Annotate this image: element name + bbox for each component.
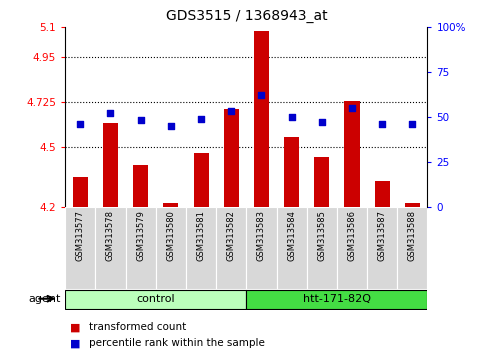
Text: agent: agent xyxy=(28,294,60,304)
Text: GSM313588: GSM313588 xyxy=(408,210,417,261)
Text: GSM313582: GSM313582 xyxy=(227,210,236,261)
Text: GSM313581: GSM313581 xyxy=(197,210,206,261)
Point xyxy=(409,121,416,127)
Bar xyxy=(314,157,329,207)
Text: GSM313583: GSM313583 xyxy=(257,210,266,261)
Bar xyxy=(133,165,148,207)
Bar xyxy=(73,177,88,207)
Text: GSM313580: GSM313580 xyxy=(166,210,175,261)
Point xyxy=(167,123,175,129)
Bar xyxy=(284,137,299,207)
Text: ■: ■ xyxy=(70,322,81,332)
Text: htt-171-82Q: htt-171-82Q xyxy=(303,294,371,304)
Text: GSM313587: GSM313587 xyxy=(378,210,387,261)
Bar xyxy=(246,290,427,309)
Text: GSM313579: GSM313579 xyxy=(136,210,145,261)
Bar xyxy=(103,123,118,207)
Bar xyxy=(65,290,246,309)
Text: GSM313586: GSM313586 xyxy=(347,210,356,261)
Text: GSM313585: GSM313585 xyxy=(317,210,327,261)
Point xyxy=(318,119,326,125)
Bar xyxy=(246,207,276,289)
Bar xyxy=(254,30,269,207)
Point xyxy=(107,110,114,116)
Bar xyxy=(307,207,337,289)
Point xyxy=(288,114,296,120)
Bar xyxy=(96,207,126,289)
Text: GSM313584: GSM313584 xyxy=(287,210,296,261)
Bar xyxy=(186,207,216,289)
Text: GSM313577: GSM313577 xyxy=(76,210,85,261)
Point xyxy=(76,121,84,127)
Bar xyxy=(337,207,367,289)
Point xyxy=(197,116,205,121)
Bar xyxy=(163,203,178,207)
Bar xyxy=(344,101,359,207)
Text: ■: ■ xyxy=(70,338,81,348)
Bar xyxy=(216,207,246,289)
Text: transformed count: transformed count xyxy=(89,322,186,332)
Point xyxy=(257,92,265,98)
Bar xyxy=(224,109,239,207)
Point xyxy=(227,109,235,114)
Point xyxy=(348,105,356,110)
Bar xyxy=(194,153,209,207)
Bar xyxy=(405,203,420,207)
Text: control: control xyxy=(137,294,175,304)
Text: GSM313578: GSM313578 xyxy=(106,210,115,261)
Point xyxy=(137,118,144,123)
Point xyxy=(378,121,386,127)
Bar xyxy=(375,181,390,207)
Bar xyxy=(397,207,427,289)
Text: percentile rank within the sample: percentile rank within the sample xyxy=(89,338,265,348)
Bar xyxy=(65,207,96,289)
Title: GDS3515 / 1368943_at: GDS3515 / 1368943_at xyxy=(166,9,327,23)
Bar xyxy=(126,207,156,289)
Bar xyxy=(156,207,186,289)
Bar xyxy=(367,207,397,289)
Bar xyxy=(276,207,307,289)
